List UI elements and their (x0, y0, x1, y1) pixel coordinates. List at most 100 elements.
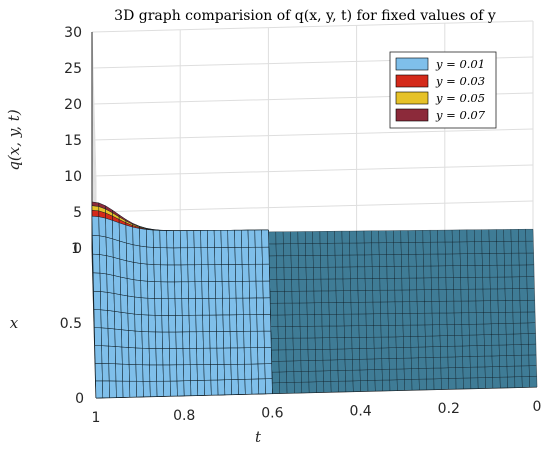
surface-cell (176, 380, 185, 397)
surface-cell (349, 242, 358, 256)
surface-cell (305, 231, 313, 244)
surface-cell (235, 281, 244, 299)
surface-cell (462, 345, 471, 357)
surface-cell (173, 247, 182, 266)
surface-cell (149, 380, 158, 397)
surface-cell (403, 336, 412, 348)
surface-cell (301, 371, 310, 383)
surface-cell (461, 334, 470, 347)
surface-cell (518, 241, 527, 254)
surface-cell (121, 329, 129, 348)
surface-cell (351, 313, 360, 326)
surface-cell (181, 281, 189, 299)
surface-cell (105, 236, 114, 258)
z-tick-label: 15 (64, 133, 82, 149)
surface-cell (520, 322, 529, 334)
surface-cell (430, 265, 439, 278)
surface-cell (210, 379, 219, 396)
surface-cell (396, 347, 404, 359)
surface-cell (135, 364, 144, 382)
surface-cell (234, 229, 242, 248)
surface-cell (95, 380, 104, 399)
surface-cell (284, 279, 293, 292)
surface-cell (423, 277, 432, 290)
surface-cell (257, 347, 266, 365)
surface-cell (395, 313, 404, 326)
surface-cell (161, 298, 169, 316)
surface-cell (410, 324, 419, 337)
surface-cell (366, 337, 375, 349)
surface-cell (322, 359, 331, 372)
surface-cell (499, 355, 508, 367)
surface-cell (139, 245, 148, 265)
surface-cell (248, 263, 257, 282)
surface-cell (262, 280, 271, 299)
surface-cell (528, 354, 537, 366)
surface-cell (483, 323, 492, 335)
surface-cell (520, 333, 529, 345)
surface-cell (505, 300, 514, 313)
surface-cell (285, 337, 294, 350)
surface-cell (284, 314, 293, 327)
surface-cell (356, 230, 365, 244)
surface-cell (149, 364, 157, 382)
surface-cell (359, 348, 368, 360)
surface-cell (454, 335, 463, 347)
surface-cell (367, 369, 376, 381)
surface-cell (115, 363, 123, 382)
surface-cell (452, 265, 461, 278)
surface-cell (92, 235, 100, 255)
surface-cell (263, 314, 272, 332)
surface-cell (279, 371, 287, 383)
surface-cell (483, 312, 492, 325)
surface-cell (490, 312, 499, 324)
surface-cell (300, 337, 309, 350)
surface-cell (244, 378, 253, 395)
surface-cell (371, 230, 380, 243)
surface-cell (201, 281, 210, 299)
surface-cell (93, 309, 102, 329)
surface-cell (195, 314, 204, 333)
z-tick-label: 10 (64, 169, 82, 185)
surface-cell (336, 325, 345, 338)
surface-cell (222, 297, 230, 316)
surface-cell (393, 254, 402, 267)
surface-cell (286, 360, 295, 372)
surface-cell (352, 380, 361, 392)
surface-cell (261, 229, 270, 248)
surface-cell (229, 314, 238, 332)
t-tick-label: 0.4 (349, 403, 371, 419)
surface-cell (357, 290, 366, 303)
surface-cell (322, 337, 331, 350)
surface-cell (330, 359, 339, 371)
surface-cell (235, 297, 244, 316)
surface-cell (489, 265, 498, 278)
surface-cell (461, 300, 470, 313)
surface-cell (388, 325, 397, 338)
surface-cell (407, 230, 416, 243)
surface-cell (307, 326, 316, 339)
surface-cell (511, 252, 520, 266)
surface-cell (490, 288, 499, 301)
x-tick-label: 1 (71, 241, 80, 257)
surface-cell (485, 377, 494, 389)
surface-cell (378, 242, 387, 255)
surface-cell (268, 255, 277, 268)
surface-cell (320, 255, 329, 268)
surface-cell (528, 333, 537, 345)
surface-cell (297, 243, 306, 256)
surface-cell (387, 301, 396, 314)
surface-cell (416, 265, 425, 279)
surface-cell (202, 314, 210, 332)
surface-cell (422, 230, 431, 243)
x-axis-label: x (10, 314, 19, 332)
surface-cell (482, 265, 491, 278)
surface-cell (518, 229, 527, 242)
surface-cell (476, 345, 485, 357)
surface-cell (173, 230, 181, 249)
surface-cell (305, 243, 314, 256)
surface-cell (255, 263, 264, 282)
surface-cell (437, 229, 446, 243)
surface-cell (106, 273, 115, 294)
surface-cell (496, 253, 505, 266)
